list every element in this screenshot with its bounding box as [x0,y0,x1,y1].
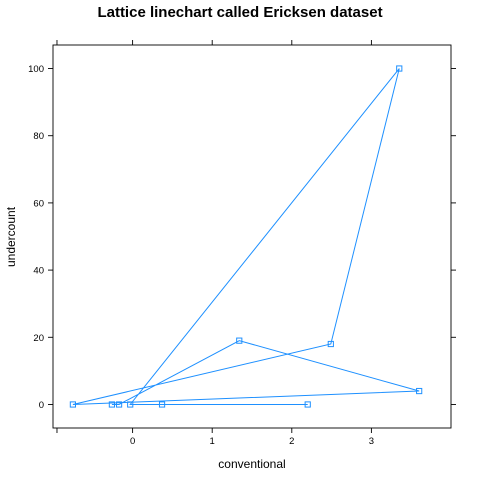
y-tick-label: 20 [33,333,44,344]
y-axis: 0 20 40 60 80 100 [28,64,456,411]
data-point-marker [108,401,116,408]
data-point-marker [115,401,123,408]
y-tick-label: 40 [33,266,44,277]
y-tick-label: 100 [28,64,44,75]
y-tick-label: 0 [39,400,44,411]
data-point-marker [416,387,423,395]
x-tick-label: 3 [369,436,374,447]
data-point-marker [327,340,334,348]
data-point-marker [396,65,403,72]
data-point-marker [127,401,134,408]
data-point-marker [69,401,77,408]
data-point-marker [236,337,243,344]
x-tick-label: 0 [130,436,135,447]
series-line [72,68,420,405]
data-point-marker [158,401,166,408]
y-tick-label: 80 [33,131,44,142]
x-axis-label: conventional [218,457,285,471]
x-tick-label: 1 [210,436,215,447]
series-group [69,65,423,408]
y-axis-label: undercount [4,206,18,267]
x-axis: 0 1 2 3 [56,40,374,447]
chart-title: Lattice linechart called Ericksen datase… [97,4,382,21]
data-point-marker [304,401,311,408]
x-tick-label: 2 [289,436,294,447]
y-tick-label: 60 [33,198,44,209]
plot-frame [52,44,452,429]
